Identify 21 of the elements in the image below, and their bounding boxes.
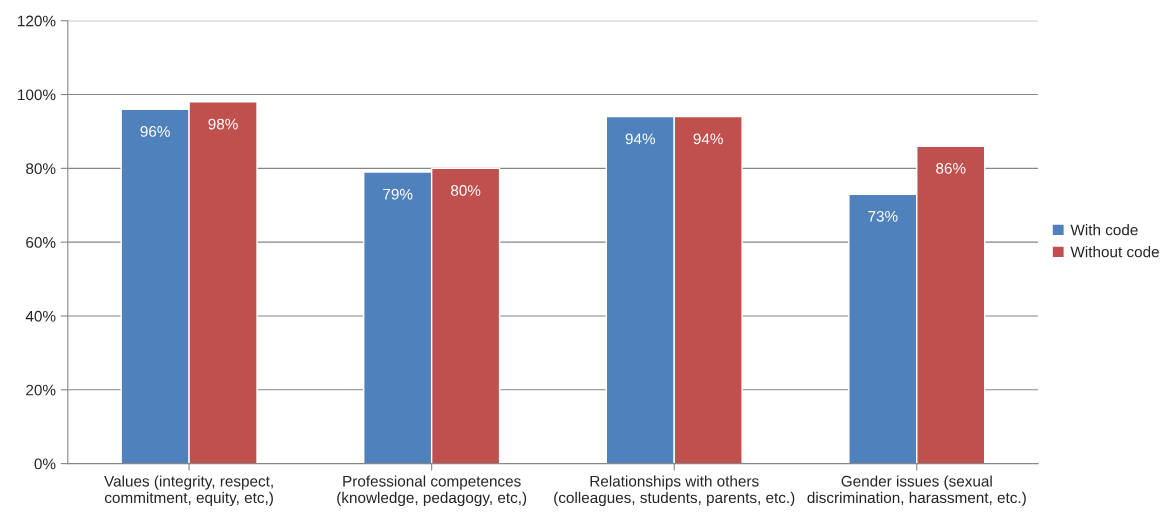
y-tick-label: 100% [18,89,56,101]
x-tick-label: Gender issues (sexual discrimination, harassment, etc.) [807,475,1026,507]
data-label: 86% [936,162,966,174]
y-tick-label: 20% [26,384,56,396]
legend-label: With code [1070,224,1138,236]
x-tick-label: Values (integrity, respect, commitment, equity, etc,) [104,475,273,507]
x-tick-label: Professional competences (knowledge, pedagogy, etc,) [337,475,527,507]
data-label: 80% [450,185,481,196]
data-label: 98% [208,118,238,130]
y-tick-label: 60% [26,237,56,248]
data-label: 94% [625,133,656,145]
data-label: 73% [868,210,898,222]
data-label: 96% [140,126,170,137]
data-label: 94% [693,133,723,145]
legend-label: Without code [1070,246,1159,258]
data-label: 79% [383,188,413,200]
y-tick-label: 80% [26,163,56,175]
x-tick-label: Relationships with others (colleagues, students, parents, etc.) [554,475,795,507]
y-tick-label: 0% [34,458,56,470]
y-tick-label: 120% [18,15,56,27]
y-tick-label: 40% [25,310,56,322]
